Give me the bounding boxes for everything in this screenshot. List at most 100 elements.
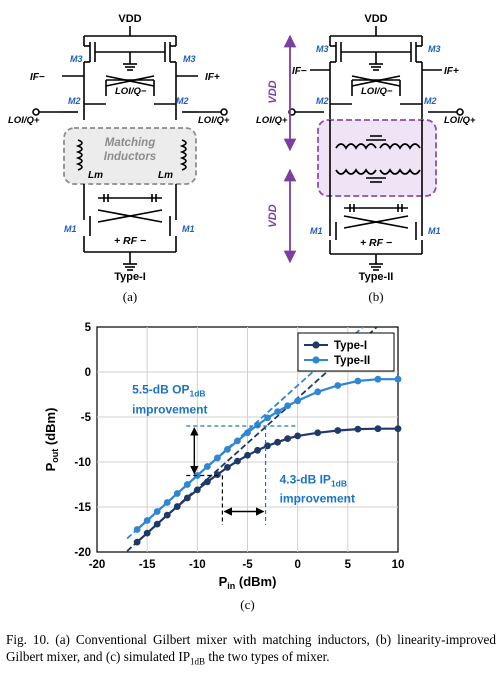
vdd-label-a: VDD [118, 13, 141, 25]
panel-label-b: (b) [368, 289, 383, 304]
data-point [394, 425, 402, 433]
data-point [133, 538, 141, 546]
lo-left-label-b: LOI/Q+ [256, 115, 288, 126]
data-point [183, 481, 191, 488]
data-point [173, 490, 181, 497]
axis-ticks: -20 -15 -10 -5 0 5 10 5 0 -5 -10 -15 -20 [74, 322, 404, 571]
matching-label-line1: Matching [105, 137, 155, 149]
m1-right-label-a: M1 [182, 224, 195, 234]
x-tick-label: 0 [294, 559, 300, 571]
rf-label-b: + RF − [360, 237, 392, 249]
data-point [394, 375, 402, 383]
data-point [284, 435, 292, 442]
m2-left-label-a: M2 [68, 96, 81, 106]
y-tick-label: 5 [85, 322, 92, 334]
chart-legend: Type-I Type-II [297, 332, 395, 372]
y-tick-label: -15 [74, 502, 91, 514]
y-tick-label: -20 [74, 547, 91, 559]
y-axis-label: Pout (dBm) [43, 408, 60, 472]
data-point [374, 375, 382, 383]
data-point [244, 429, 251, 437]
op1db-annotation: 5.5-dB OP1dB [132, 383, 205, 399]
m1-left-label-a: M1 [64, 224, 77, 234]
lo-right-label-a: LOI/Q+ [198, 115, 230, 126]
data-point [354, 377, 362, 385]
series-line [136, 427, 398, 543]
vdd-upper-label: VDD [267, 80, 279, 103]
data-point [193, 486, 201, 494]
type-label-b: Type-II [359, 271, 394, 283]
data-point [354, 425, 362, 433]
x-tick-label: -20 [89, 559, 106, 571]
m2-right-label-b: M2 [424, 96, 437, 106]
lm-right-label: Lm [158, 170, 173, 181]
data-point [143, 517, 151, 524]
lm-left-label: Lm [88, 170, 103, 181]
pout-vs-pin-chart: -20 -15 -10 -5 0 5 10 5 0 -5 -10 -15 -20 Pin (dBm) P… [43, 322, 404, 612]
data-point [203, 463, 211, 470]
if-plus-label-b: IF+ [444, 66, 459, 77]
data-point [274, 438, 281, 446]
data-point [274, 408, 281, 415]
data-point [173, 503, 181, 510]
x-tick-label: -10 [189, 559, 206, 571]
x-axis-label: Pin (dBm) [219, 574, 277, 591]
data-point [203, 478, 211, 486]
figure-caption: Fig. 10. (a) Conventional Gilbert mixer … [6, 631, 496, 671]
x-tick-label: -15 [139, 559, 156, 571]
vdd-label-b: VDD [364, 13, 387, 25]
annotations [186, 425, 298, 525]
data-point [234, 457, 241, 465]
caption-text-2: the two types of mixer. [205, 649, 330, 664]
m3-left-label-b: M3 [316, 44, 329, 54]
data-point [314, 429, 322, 437]
data-point [294, 432, 302, 440]
caption-text-1: (a) Conventional Gilbert mixer with matc… [6, 632, 497, 664]
x-tick-label: -5 [242, 559, 253, 571]
legend-label-type-i: Type-I [334, 340, 367, 352]
x-tick-label: 10 [392, 559, 405, 571]
m1-left-label-b: M1 [310, 226, 323, 236]
panel-label-c: (c) [240, 597, 254, 612]
data-point [214, 454, 221, 462]
y-tick-label: 0 [85, 367, 91, 379]
type-label-a: Type-I [114, 271, 146, 283]
lo-center-label-b: LOI/Q− [361, 86, 393, 97]
series-line [136, 378, 398, 531]
data-point [143, 529, 151, 537]
data-point [294, 397, 302, 405]
op1db-annotation-line2: improvement [132, 402, 207, 416]
data-point [254, 421, 261, 429]
data-point [153, 520, 161, 528]
vdd-lower-label: VDD [267, 204, 279, 227]
ip1db-annotation: 4.3-dB IP1dB [280, 473, 347, 489]
data-point [224, 446, 231, 453]
lo-center-label-a: LOI/Q− [115, 86, 147, 97]
if-plus-label-a: IF+ [205, 72, 220, 83]
data-point [214, 471, 221, 478]
data-point [234, 437, 241, 445]
data-point [163, 511, 171, 519]
data-point [224, 464, 231, 471]
data-point [284, 402, 292, 410]
caption-fig-label: Fig. 10. [6, 632, 50, 647]
x-tick-label: 5 [345, 559, 352, 571]
circuit-b-schematic: VDD M3 M3 IF− IF+ LOI/Q− M2 M2 LOI/Q+ LO… [256, 13, 476, 304]
data-series [133, 375, 402, 546]
if-minus-label-b: IF− [292, 66, 307, 77]
matching-label-line2: Inductors [104, 151, 156, 163]
if-minus-label-a: IF− [30, 72, 45, 83]
m3-right-label-a: M3 [183, 54, 196, 64]
lo-right-label-b: LOI/Q+ [444, 115, 476, 126]
data-point [163, 499, 171, 506]
data-point [254, 446, 261, 454]
data-point [183, 494, 191, 502]
data-point [334, 382, 342, 389]
panel-label-a: (a) [123, 289, 137, 304]
y-tick-label: -10 [74, 457, 91, 469]
data-point [153, 508, 161, 515]
data-point [264, 414, 271, 422]
data-point [374, 425, 382, 433]
data-point [314, 388, 322, 396]
